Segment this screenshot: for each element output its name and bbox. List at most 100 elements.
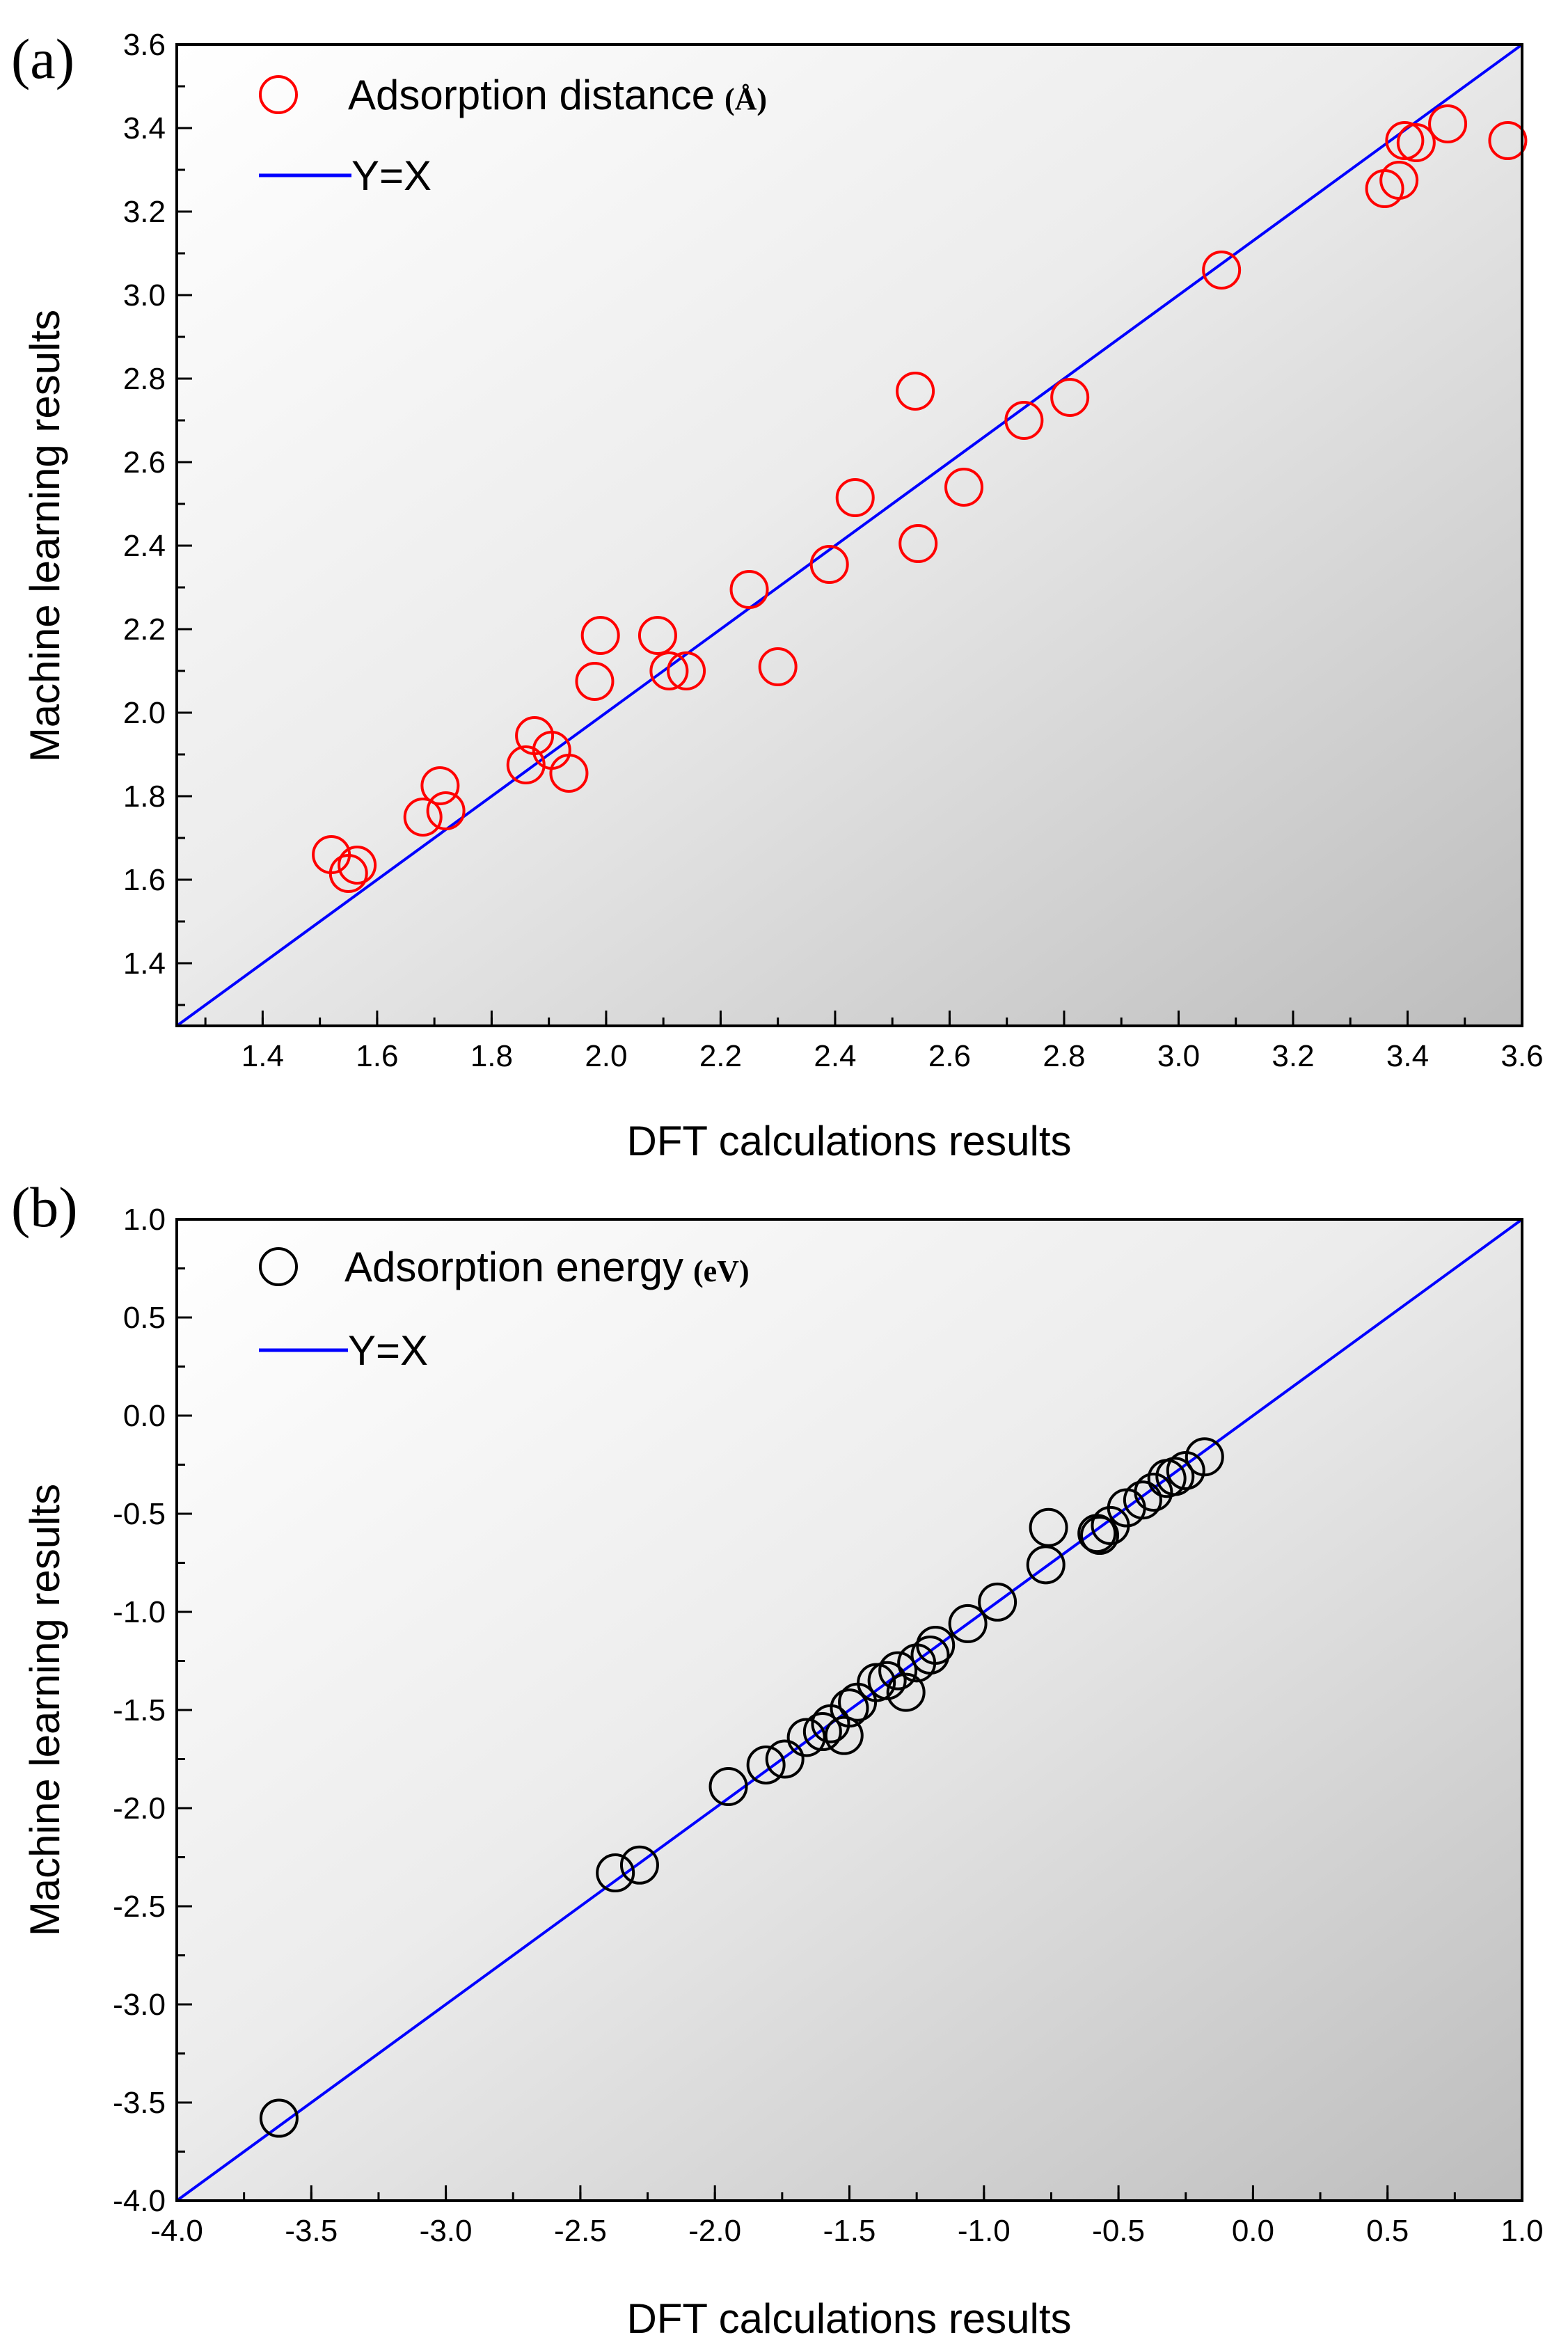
panel-b-data-point xyxy=(708,1766,748,1806)
panel-a-data-point xyxy=(328,854,368,893)
panel-b-x-tick-label: 0.5 xyxy=(1366,2214,1409,2248)
panel-a-data-point xyxy=(1379,161,1419,200)
panel-a-x-tick-label: 1.6 xyxy=(356,1039,398,1073)
panel-b-data-point xyxy=(830,1688,869,1728)
panel-b-label: (b) xyxy=(11,1176,78,1239)
panel-a-y-tick-label: 2.6 xyxy=(123,445,166,480)
panel-b-y-tick-label: -2.0 xyxy=(113,1791,166,1826)
panel-a-data-point xyxy=(667,651,706,690)
panel-a-legend: Adsorption distance (Å) Y=X xyxy=(259,72,767,199)
panel-b-x-tick-label: -4.0 xyxy=(150,2214,203,2248)
panel-a-y-tick-label: 1.8 xyxy=(123,779,166,814)
panel-b-y-axis-title: Machine learning results xyxy=(22,1484,68,1936)
panel-a-data-point xyxy=(1396,123,1436,162)
panel-b-data-point xyxy=(1123,1480,1162,1520)
panel-a-x-axis-title: DFT calculations results xyxy=(626,1118,1071,1164)
panel-b-data-point xyxy=(259,2098,299,2138)
panel-a-y-tick-label: 2.4 xyxy=(123,529,166,563)
panel-b-data-point xyxy=(765,1739,805,1779)
panel-a-y-tick-label: 3.2 xyxy=(123,195,166,229)
panel-a-y-tick-label: 2.8 xyxy=(123,362,166,396)
panel-a-data-point xyxy=(898,524,938,563)
panel-b-data-point xyxy=(802,1712,842,1752)
panel-a-x-tick-label: 3.0 xyxy=(1157,1039,1200,1073)
panel-b-x-tick-label: 0.0 xyxy=(1232,2214,1274,2248)
panel-a-x-tick-label: 2.6 xyxy=(928,1039,971,1073)
panel-b-x-tick-label: -1.5 xyxy=(823,2214,876,2248)
panel-a-data-point xyxy=(549,754,589,793)
panel-b-data-point xyxy=(1080,1516,1120,1556)
panel-b-x-tick-label: -3.5 xyxy=(285,2214,338,2248)
panel-b-data-point xyxy=(746,1745,786,1784)
panel-a-data-point xyxy=(809,545,849,584)
panel-b-data-point xyxy=(878,1651,918,1691)
panel-a-x-tick-label: 2.8 xyxy=(1043,1039,1085,1073)
panel-b-marks xyxy=(175,1218,1523,2202)
panel-a-y-tick-label: 3.4 xyxy=(123,111,166,145)
panel-b-y-tick-label: 0.5 xyxy=(123,1301,166,1335)
panel-a-y-tick-label: 3.0 xyxy=(123,278,166,312)
panel-a-yx-line xyxy=(175,43,1523,1027)
panel-a-y-axis-title: Machine learning results xyxy=(22,310,68,762)
panel-b-data-point xyxy=(824,1716,864,1755)
panel-b-x-axis-title: DFT calculations results xyxy=(626,2295,1071,2342)
panel-b-data-point xyxy=(867,1661,907,1700)
panel-b-y-tick-label: -2.5 xyxy=(113,1890,166,1924)
panel-a-data-point xyxy=(1428,104,1468,143)
panel-a-data-point xyxy=(580,616,620,655)
panel-a-data-point xyxy=(506,745,546,784)
panel-a-x-tick-label: 2.4 xyxy=(814,1039,856,1073)
panel-a-data-point xyxy=(1385,121,1425,160)
panel-a-data-point xyxy=(426,791,466,830)
panel-b-legend-label-yx: Y=X xyxy=(348,1327,428,1374)
panel-b: -4.0 -3.5 -3.0 -2.5 -2.0 -1.5 -1.0 -0.5 0.0 0.5 1.… xyxy=(11,1176,1544,2342)
panel-b-data-point xyxy=(786,1718,826,1757)
panel-b-data-point xyxy=(596,1853,635,1893)
panel-a-data-point xyxy=(1004,401,1044,440)
panel-b-legend-label-energy: Adsorption energy (eV) xyxy=(345,1244,750,1290)
panel-b-legend: Adsorption energy (eV) Y=X xyxy=(259,1244,750,1374)
panel-a-x-tick-label: 3.4 xyxy=(1386,1039,1429,1073)
panel-a-y-tick-label: 2.2 xyxy=(123,612,166,647)
panel-b-data-point xyxy=(886,1672,926,1712)
panel-b-data-point xyxy=(948,1604,988,1643)
panel-b-data-point xyxy=(1134,1472,1173,1512)
panel-a-x-tick-label: 1.4 xyxy=(241,1039,284,1073)
panel-b-y-tick-label: -1.5 xyxy=(113,1693,166,1727)
panel-a-data-point xyxy=(1488,121,1528,160)
panel-a-x-tick-label: 3.2 xyxy=(1272,1039,1314,1073)
panel-b-y-tick-label: 0.0 xyxy=(123,1399,166,1433)
panel-a-data-point xyxy=(896,372,935,411)
panel-a-data-point xyxy=(1202,251,1242,290)
panel-b-frame xyxy=(175,1218,1523,2202)
panel-a-label: (a) xyxy=(11,27,74,90)
panel-b-y-tick-label: -3.0 xyxy=(113,1988,166,2022)
panel-b-y-tick-label: -3.5 xyxy=(113,2086,166,2120)
panel-b-data-point xyxy=(978,1582,1017,1622)
panel-a-legend-label-distance: Adsorption distance (Å) xyxy=(348,72,767,118)
panel-b-data-point xyxy=(916,1625,956,1665)
panel-a-x-tick-label: 2.0 xyxy=(585,1039,627,1073)
panel-a-data-point xyxy=(1050,378,1090,417)
panel-a-x-tick-label: 2.2 xyxy=(699,1039,742,1073)
panel-b-x-tick-label: -0.5 xyxy=(1092,2214,1145,2248)
panel-a-y-tick-label: 3.6 xyxy=(123,28,166,62)
panel-a-y-tick-label: 1.6 xyxy=(123,863,166,897)
panel-b-x-tick-label: 1.0 xyxy=(1500,2214,1543,2248)
panel-b-y-tick-label: -4.0 xyxy=(113,2184,166,2218)
panel-a-y-tick-label: 2.0 xyxy=(123,696,166,730)
panel-b-data-point xyxy=(910,1636,950,1675)
panel-b-x-tick-label: -2.5 xyxy=(554,2214,607,2248)
panel-a-data-point xyxy=(575,662,615,701)
panel-a-x-tick-label: 1.8 xyxy=(470,1039,513,1073)
panel-b-y-tick-label: -0.5 xyxy=(113,1497,166,1531)
panel-a-data-point xyxy=(649,651,689,690)
panel-a-legend-label-yx: Y=X xyxy=(351,152,431,199)
panel-b-y-tick-label: -1.0 xyxy=(113,1595,166,1629)
panel-a-legend-marker xyxy=(259,75,298,114)
panel-a-data-point xyxy=(944,468,984,507)
panel-b-legend-marker xyxy=(259,1247,298,1286)
panel-a-marks xyxy=(175,43,1528,1027)
panel-b-x-tick-label: -2.0 xyxy=(688,2214,741,2248)
